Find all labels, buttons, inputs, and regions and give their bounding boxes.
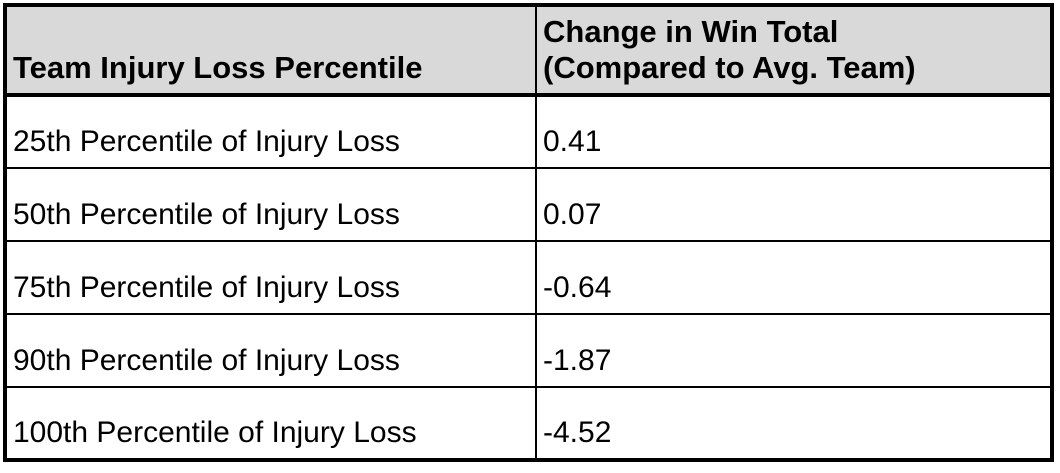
row-label: 75th Percentile of Injury Loss: [4, 240, 537, 315]
row-value: 0.41: [535, 94, 1053, 169]
row-label: 25th Percentile of Injury Loss: [4, 94, 537, 169]
table-row: 100th Percentile of Injury Loss -4.52: [4, 386, 1053, 461]
row-label: 90th Percentile of Injury Loss: [4, 313, 537, 388]
table-row: 75th Percentile of Injury Loss -0.64: [4, 240, 1053, 315]
table-row: 90th Percentile of Injury Loss -1.87: [4, 313, 1053, 388]
row-value: 0.07: [535, 167, 1053, 242]
header-cell-win-total: Change in Win Total (Compared to Avg. Te…: [535, 4, 1053, 97]
header-cell-percentile: Team Injury Loss Percentile: [4, 4, 537, 97]
table-row: 25th Percentile of Injury Loss 0.41: [4, 94, 1053, 169]
injury-loss-table: Team Injury Loss Percentile Change in Wi…: [3, 3, 1054, 462]
header-row: Team Injury Loss Percentile Change in Wi…: [4, 4, 1053, 97]
page: Team Injury Loss Percentile Change in Wi…: [0, 3, 1060, 473]
table-row: 50th Percentile of Injury Loss 0.07: [4, 167, 1053, 242]
row-value: -1.87: [535, 313, 1053, 388]
row-label: 50th Percentile of Injury Loss: [4, 167, 537, 242]
row-value: -4.52: [535, 386, 1053, 461]
row-value: -0.64: [535, 240, 1053, 315]
row-label: 100th Percentile of Injury Loss: [4, 386, 537, 461]
